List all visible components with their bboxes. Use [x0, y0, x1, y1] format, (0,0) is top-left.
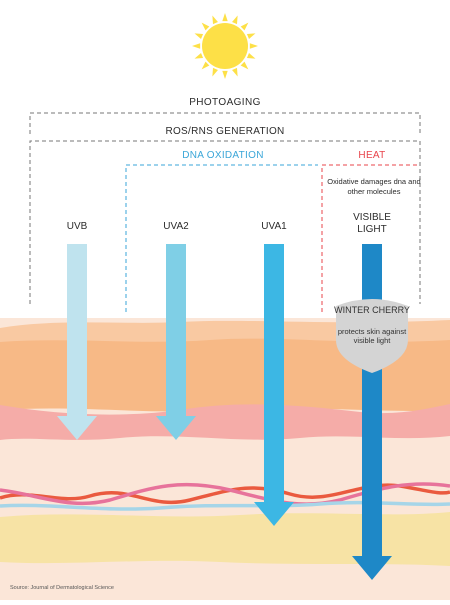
- photoaging-label: PHOTOAGING: [189, 97, 261, 108]
- sun-ray: [222, 13, 228, 22]
- oxidative-note: Oxidative damages dna and other molecule…: [327, 177, 421, 196]
- sun-ray: [246, 53, 256, 59]
- photoaging-bracket: [29, 112, 421, 134]
- sun-ray: [246, 33, 256, 39]
- sun-ray: [194, 53, 204, 59]
- skin-orange-layer: [0, 338, 450, 412]
- visible-light-label: VISIBLE LIGHT: [353, 212, 391, 235]
- sun-ray: [232, 15, 238, 25]
- sun-ray: [192, 43, 201, 49]
- sun-ray: [212, 15, 218, 25]
- shield-icon: [336, 299, 408, 373]
- sun-ray: [240, 61, 249, 70]
- skin-pink-layer: [0, 404, 450, 440]
- dna-oxidation-bracket: [125, 164, 318, 312]
- sun-ray: [232, 67, 238, 77]
- sun-ray: [212, 67, 218, 77]
- winter-cherry-label: WINTER CHERRY: [334, 305, 410, 315]
- sun-ray: [201, 22, 210, 31]
- sun-icon: [192, 13, 258, 79]
- ros-rns-bracket: [29, 140, 421, 304]
- uvb-arrow: [57, 244, 97, 440]
- dna-oxidation-label: DNA OXIDATION: [182, 150, 264, 161]
- sun-ray: [222, 70, 228, 79]
- sun-ray: [249, 43, 258, 49]
- source-note: Source: Journal of Dermatological Scienc…: [10, 585, 114, 591]
- skin-yellow-layer: [0, 512, 450, 566]
- heat-label: HEAT: [358, 150, 386, 161]
- ros-rns-label: ROS/RNS GENERATION: [165, 126, 285, 137]
- sun-ray: [240, 22, 249, 31]
- fiber-blue: [0, 500, 450, 511]
- uvb-label: UVB: [66, 221, 88, 232]
- uva1-label: UVA1: [261, 221, 287, 232]
- uva2-label: UVA2: [163, 221, 189, 232]
- heat-bracket: [321, 164, 418, 312]
- winter-cherry-description: protects skin against visible light: [337, 327, 407, 345]
- sun-ray: [201, 61, 210, 70]
- uva2-arrow: [156, 244, 196, 440]
- uva1-arrow: [254, 244, 294, 526]
- sun-ray: [194, 33, 204, 39]
